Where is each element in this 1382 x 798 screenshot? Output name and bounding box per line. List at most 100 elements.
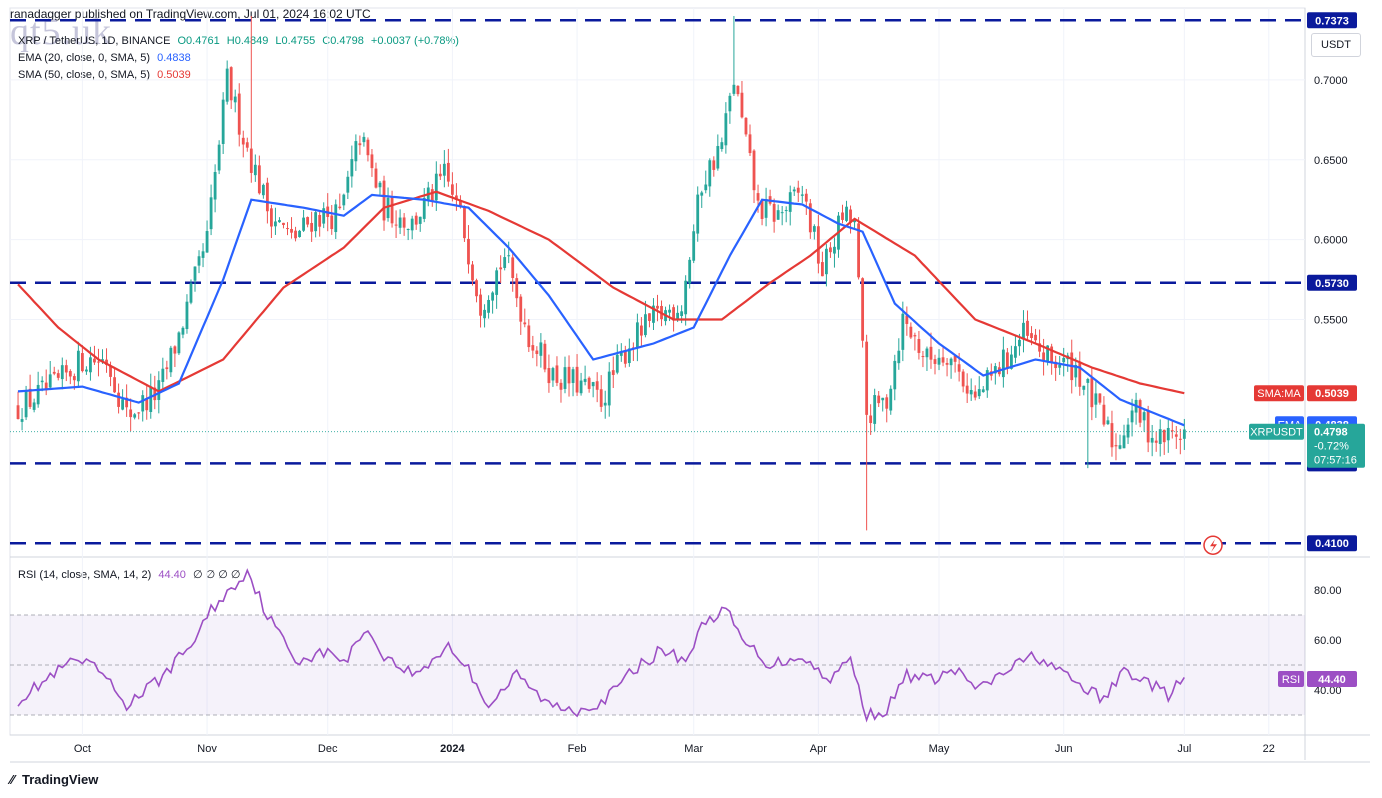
candle-body [1098, 393, 1102, 403]
candle-body [257, 165, 261, 194]
candle-body [547, 368, 551, 384]
candle-body [455, 195, 458, 201]
candle-body [917, 339, 921, 353]
x-tick-label: Oct [74, 743, 91, 755]
rsi-path [17, 568, 1185, 723]
open-value: O0.4761 [177, 35, 220, 47]
candle-body [937, 357, 941, 365]
candle-body [841, 212, 844, 220]
candle-body [837, 215, 840, 250]
candle-body [933, 359, 937, 364]
grid-lines [9, 7, 1370, 763]
candle-body [1166, 427, 1170, 441]
candle-body [20, 419, 24, 422]
sma50-line [17, 190, 1185, 395]
candle-body [1026, 320, 1029, 336]
candle-body [981, 389, 985, 393]
level-tag-box [1307, 274, 1357, 291]
x-tick-label: Feb [568, 743, 587, 755]
candle-body [169, 347, 173, 373]
candle-body [1070, 352, 1074, 381]
candle-body [985, 370, 989, 391]
candle-body [326, 206, 330, 217]
candle-body [205, 231, 209, 253]
candle-body [265, 182, 269, 212]
rsi-tick-label: 60.00 [1314, 635, 1342, 647]
candle-body [973, 391, 977, 398]
rsi-legend[interactable]: RSI (14, close, SMA, 14, 2) 44.40 ∅ ∅ ∅ … [18, 568, 244, 581]
candle-body [1126, 424, 1130, 438]
candle-body [1038, 343, 1041, 352]
candle-body [48, 374, 52, 388]
candle-body [80, 353, 84, 372]
currency-button[interactable]: USDT [1311, 33, 1361, 57]
candle-body [901, 313, 905, 350]
candle-body [157, 380, 161, 400]
candle-body [1086, 378, 1090, 383]
candle-body [591, 382, 595, 387]
candle-body [32, 402, 36, 410]
x-tick-label: Apr [810, 743, 827, 755]
candle-body [117, 392, 120, 407]
candle-body [648, 313, 651, 321]
candle-body [145, 398, 149, 411]
candle-body [370, 154, 374, 169]
ema-legend[interactable]: EMA (20, close, 0, SMA, 5) 0.4838 [18, 52, 195, 64]
candle-body [1066, 355, 1070, 360]
candle-body [1034, 334, 1037, 341]
candle-body [788, 192, 792, 212]
candle-body [446, 162, 450, 182]
candle-body [442, 163, 446, 176]
candle-body [133, 414, 137, 418]
candle-body [487, 299, 490, 313]
candle-body [644, 314, 647, 336]
sma-legend[interactable]: SMA (50, close, 0, SMA, 5) 0.5039 [18, 69, 195, 81]
candle-body [555, 365, 559, 383]
candle-body [85, 369, 88, 372]
candle-body [977, 389, 981, 397]
candle-body [60, 365, 64, 380]
candle-body [1014, 346, 1017, 358]
candle-body [640, 325, 643, 336]
axes: 0.5500 0.6000 0.6500 0.7000 Oct Nov Dec 2024 Feb… [74, 75, 1348, 755]
candle-body [366, 139, 370, 156]
candle-body [382, 180, 386, 221]
candle-body [1110, 423, 1114, 448]
candle-body [189, 283, 193, 303]
candle-body [656, 305, 659, 309]
candle-body [322, 208, 326, 224]
candle-body [1170, 430, 1174, 432]
ema20-line [17, 193, 1185, 427]
x-tick-label: Mar [684, 743, 703, 755]
candle-body [1114, 445, 1118, 447]
x-tick-label: Nov [197, 743, 217, 755]
candle-body [913, 335, 917, 337]
tradingview-brand[interactable]: ⁄⁄ TradingView [10, 772, 98, 787]
candle-body [539, 342, 543, 356]
candle-body [245, 142, 249, 148]
candle-body [358, 143, 362, 146]
candle-body [507, 255, 511, 257]
candle-body [845, 206, 848, 221]
symbol-legend[interactable]: XRP / TetherUS, 1D, BINANCE O0.4761 H0.4… [18, 35, 463, 47]
candle-body [535, 350, 539, 354]
sma-tag-name-label: SMA:MA [1257, 388, 1301, 400]
candle-body [796, 187, 800, 193]
candle-body [660, 305, 663, 320]
candle-body [559, 382, 563, 390]
candle-body [1010, 354, 1013, 369]
tradingview-brand-label: TradingView [21, 772, 99, 787]
rsi-value-box [1307, 671, 1357, 687]
candle-body [471, 264, 474, 281]
candle-body [853, 220, 856, 223]
candle-body [1154, 440, 1158, 443]
candle-body [712, 160, 716, 170]
candle-body [1058, 364, 1062, 368]
candle-body [704, 184, 708, 191]
xrp-tag-price: 0.4798 [1314, 427, 1348, 439]
candle-body [221, 99, 225, 144]
tradingview-logo-icon: ⁄⁄ [10, 772, 15, 787]
candle-body [406, 229, 410, 231]
candle-body [700, 192, 704, 196]
